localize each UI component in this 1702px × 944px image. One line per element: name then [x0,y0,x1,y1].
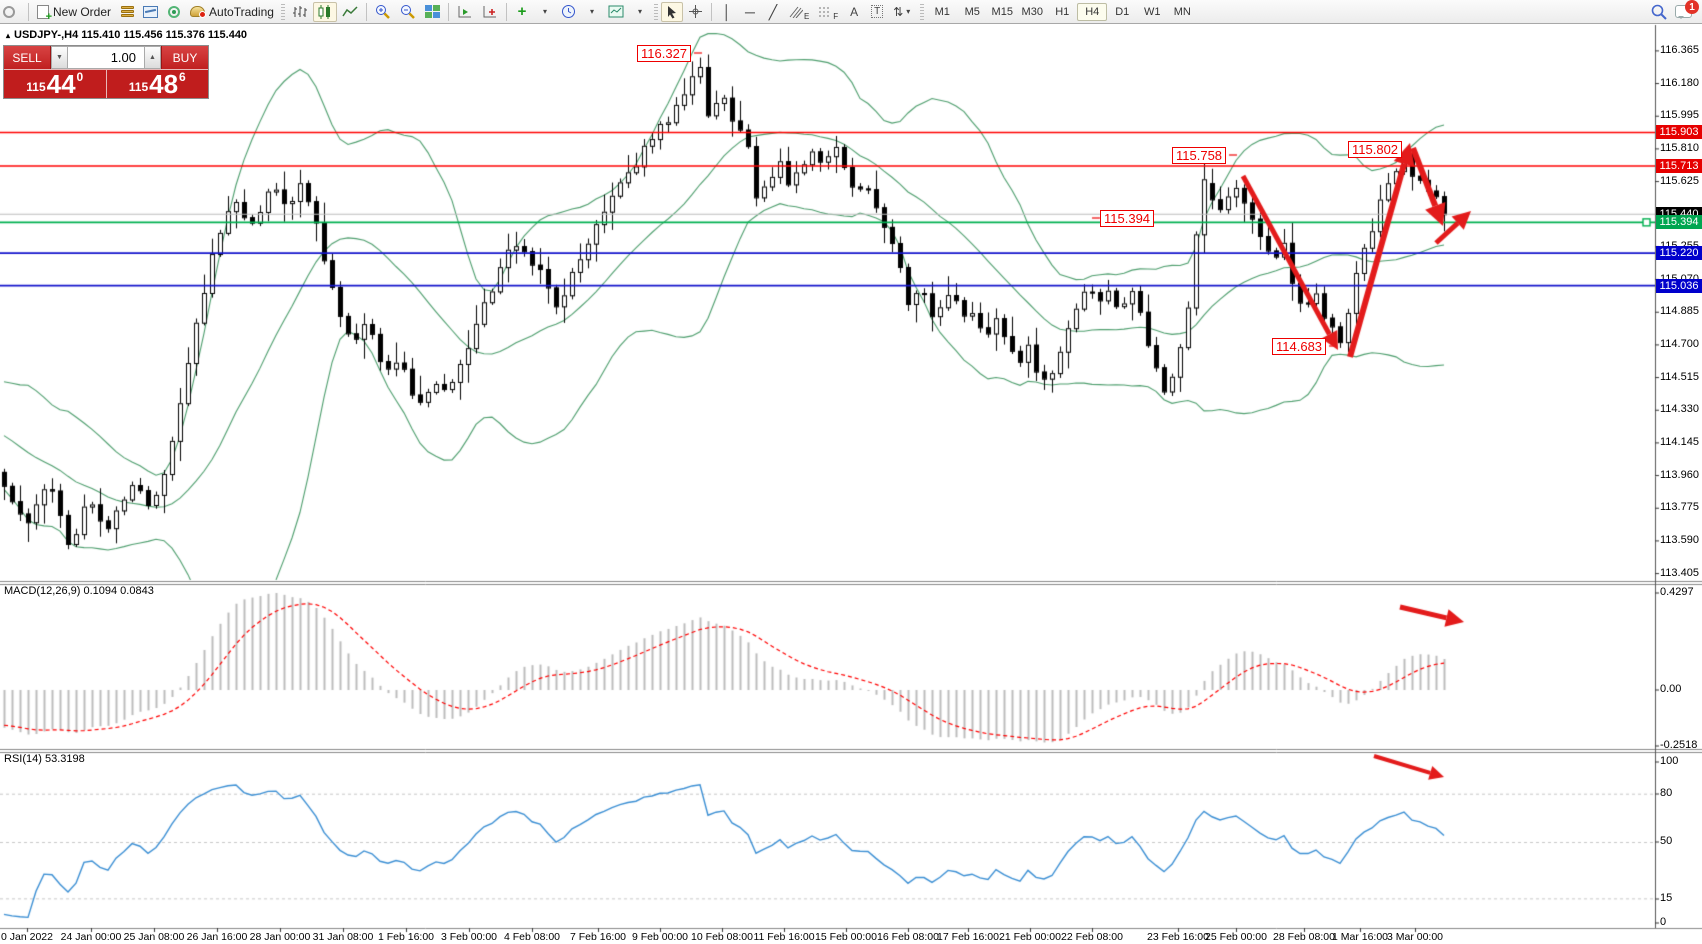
new-order-button[interactable]: + New Order [33,2,115,22]
chart-shift-button[interactable] [478,2,502,22]
timeframe-m15[interactable]: M15 [991,5,1013,18]
zoom-out-button[interactable] [396,2,420,22]
candlestick-chart-button[interactable] [312,1,337,22]
sell-button[interactable]: SELL [4,46,51,69]
toolbar-grip [920,3,925,20]
fibonacci-tool[interactable]: F [814,2,842,22]
collapse-icon[interactable]: ▴ [6,30,11,40]
bar-chart-button[interactable] [288,2,312,22]
line-chart-button[interactable] [338,2,362,22]
timeframe-w1[interactable]: W1 [1144,5,1161,18]
channel-tool[interactable]: E [785,2,813,22]
cursor-icon [667,5,676,18]
chart-canvas[interactable] [0,24,1702,944]
vertical-line-tool[interactable]: │ [722,3,732,20]
data-window-button[interactable] [139,2,162,22]
text-label-tool[interactable]: T [866,2,888,22]
autotrading-icon [190,6,207,18]
notifications-icon[interactable]: 1 [1675,0,1699,19]
crosshair-icon [688,5,702,18]
line-chart-icon [342,5,358,16]
candlestick-chart-icon [318,4,330,19]
autotrading-label: AutoTrading [209,4,274,19]
auto-scroll-button[interactable] [453,2,477,22]
market-watch-button[interactable] [116,2,138,22]
new-order-icon: + [37,4,52,22]
timeframe-mn[interactable]: MN [1173,5,1191,18]
cursor-button[interactable] [660,1,683,22]
zoom-in-icon [375,5,390,19]
sell-price[interactable]: 115 44 0 [4,70,107,98]
signal-button[interactable] [163,2,185,22]
zoom-in-button[interactable] [371,2,395,22]
tile-windows-icon [424,5,440,18]
buy-button[interactable]: BUY [161,46,208,69]
fibonacci-icon [819,7,832,16]
toolbar: + New Order AutoTrading [0,0,1702,24]
volume-down-button[interactable]: ▼ [51,46,68,69]
new-order-label: New Order [53,4,112,19]
indicators-dropdown[interactable]: ▾ [542,7,547,16]
one-click-trading-panel: SELL ▼ 1.00 ▲ BUY 115 44 0 115 48 6 [3,45,209,99]
text-label-icon: T [871,5,884,18]
periods-button[interactable] [557,2,580,22]
symbol-ohlc-text: USDJPY-,H4 115.410 115.456 115.376 115.4… [14,29,248,41]
timeframe-d1[interactable]: D1 [1115,5,1130,18]
symbol-bar: ▴ USDJPY-,H4 115.410 115.456 115.376 115… [6,29,247,41]
templates-button[interactable] [604,2,628,22]
channel-icon [789,6,803,18]
notification-badge: 1 [1685,0,1699,14]
bar-chart-icon [292,5,307,17]
horizontal-line-tool[interactable]: ─ [744,3,755,20]
volume-up-button[interactable]: ▲ [144,46,161,69]
crosshair-button[interactable] [684,2,707,22]
chart-area: ▴ USDJPY-,H4 115.410 115.456 115.376 115… [0,24,1702,944]
clock-icon [561,5,575,18]
templates-dropdown[interactable]: ▾ [637,7,642,16]
gold-bars-icon [120,6,134,17]
timeframe-m30[interactable]: M30 [1021,5,1043,18]
zoom-out-icon [400,5,415,19]
signal-icon [168,5,181,18]
auto-scroll-icon [458,5,471,17]
tile-windows-button[interactable] [421,2,444,22]
autotrading-button[interactable]: AutoTrading [186,2,278,22]
buy-price[interactable]: 115 48 6 [106,70,208,98]
text-tool[interactable]: A [843,2,865,22]
toolbar-right: 1 [1651,0,1700,20]
arrows-tool[interactable]: ⇅ ▾ [893,4,911,19]
template-icon [608,5,624,18]
fibonacci-letter: F [833,11,839,21]
toolbar-grip [653,3,658,20]
timeframe-m5[interactable]: M5 [964,5,980,18]
timeframe-h4[interactable]: H4 [1077,2,1108,21]
chart-shift-icon [483,5,496,17]
periods-dropdown[interactable]: ▾ [589,7,594,16]
timeframe-group: M1 M5 M15 M30 H1 H4 D1 W1 MN [927,2,1197,21]
volume-input[interactable]: 1.00 [68,46,144,69]
timeframe-h1[interactable]: H1 [1055,5,1070,18]
clipped-icon [2,2,24,22]
text-icon: A [850,4,859,19]
search-icon[interactable] [1651,4,1667,20]
indicators-button[interactable]: + [511,2,533,22]
chart-window-icon [143,5,159,18]
trendline-tool[interactable]: ╱ [768,3,778,20]
timeframe-m1[interactable]: M1 [934,5,950,18]
channel-letter: E [803,11,810,21]
toolbar-grip [280,3,285,20]
indicators-icon: + [517,3,527,20]
arrows-icon: ⇅ [893,4,904,19]
